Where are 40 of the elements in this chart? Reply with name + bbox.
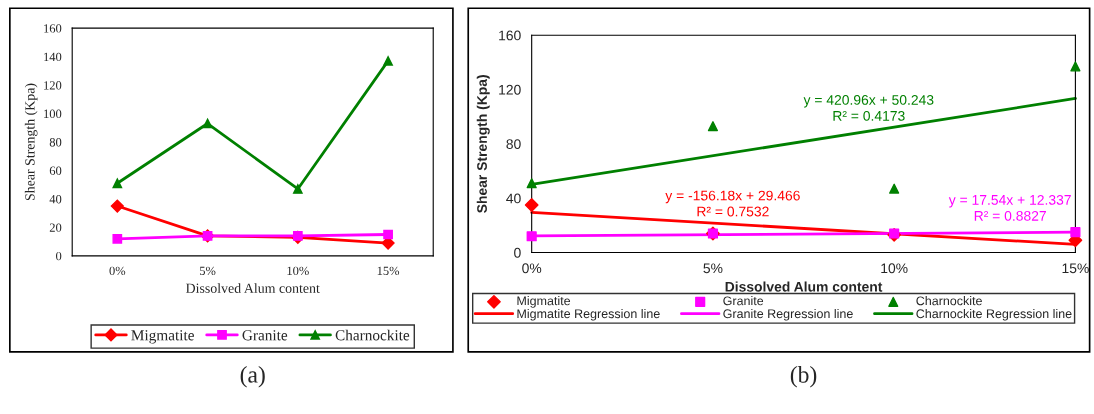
- y-tick-label: 160: [44, 24, 62, 33]
- x-tick-label: 0%: [109, 266, 126, 276]
- x-tick-label: 5%: [703, 263, 723, 274]
- legend-label: Migmatite Regression line: [517, 308, 660, 321]
- y-tick-label: 40: [506, 193, 521, 204]
- annotation: y = 17.54x + 12.337 R² = 0.8827: [948, 194, 1071, 221]
- legend-label: Charnockite: [916, 296, 982, 306]
- y-axis-title: Shear Strength (Kpa): [24, 83, 38, 201]
- x-tick-label: 10%: [287, 266, 309, 276]
- x-axis-title: Dissolved Alum content: [725, 281, 883, 292]
- y-tick-label: 0: [56, 251, 62, 261]
- y-tick-label: 120: [44, 81, 62, 90]
- x-axis-title: Dissolved Alum content: [185, 283, 320, 293]
- legend-label: Charnockite: [335, 329, 410, 341]
- y-tick-label: 40: [49, 194, 62, 204]
- y-tick-label: 20: [49, 223, 62, 232]
- legend-label: Migmatite: [131, 330, 194, 344]
- legend-label: Granite: [723, 296, 764, 306]
- annotation: y = -156.18x + 29.466 R² = 0.7532: [665, 190, 800, 217]
- x-tick-label: 0%: [522, 263, 542, 274]
- y-tick-label: 160: [499, 30, 521, 41]
- y-tick-label: 80: [506, 139, 521, 150]
- y-tick-label: 0: [514, 247, 521, 258]
- y-axis-title: Shear Strength (Kpa): [476, 75, 490, 213]
- y-tick-label: 80: [49, 138, 62, 147]
- annotation: y = 420.96x + 50.243 R² = 0.4173: [803, 95, 934, 121]
- legend-label: Granite: [242, 330, 288, 341]
- legend-label: Granite Regression line: [723, 308, 853, 321]
- legend-label: Migmatite: [517, 296, 571, 308]
- x-tick-label: 10%: [881, 263, 908, 274]
- text: (b): [790, 366, 817, 388]
- y-tick-label: 140: [44, 52, 62, 62]
- legend-label: Charnockite Regression line: [916, 308, 1072, 321]
- text: (a): [240, 366, 265, 388]
- x-tick-label: 15%: [1062, 263, 1089, 274]
- y-tick-label: 60: [49, 166, 62, 175]
- x-tick-label: 5%: [199, 266, 216, 276]
- x-tick-label: 15%: [377, 266, 400, 276]
- y-tick-label: 120: [499, 84, 521, 95]
- y-tick-label: 100: [44, 109, 62, 118]
